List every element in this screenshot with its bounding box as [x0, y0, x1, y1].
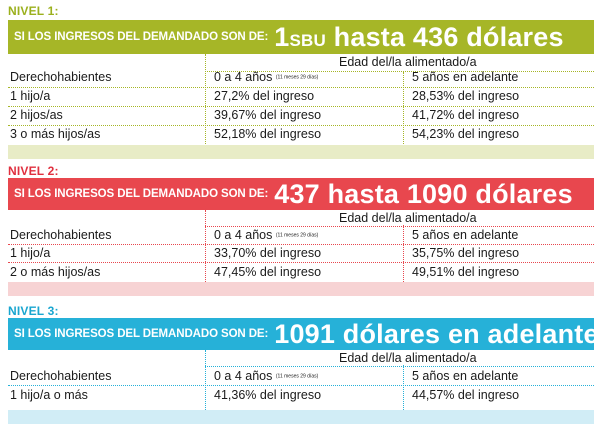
level-2-header-row: Derechohabientes 0 a 4 años (11 meses 29…	[8, 226, 594, 244]
table-row: 2 hijos/as 39,67% del ingreso 41,72% del…	[8, 106, 594, 124]
level-1-banner-label: SI LOS INGRESOS DEL DEMANDADO SON DE:	[14, 31, 269, 43]
level-2-age-header: Edad del/la alimentado/a	[339, 211, 477, 225]
row-value-0-4: 33,70% del ingreso	[214, 246, 322, 260]
level-3-footer-band	[8, 410, 594, 424]
level-1-banner-range: 1SBU hasta 436 dólares	[274, 22, 563, 53]
table-row: 2 o más hijos/as 47,45% del ingreso 49,5…	[8, 263, 594, 281]
level-2-footer-band	[8, 282, 594, 296]
level-3-divider-v2	[403, 365, 404, 410]
level-2-section: NIVEL 2: SI LOS INGRESOS DEL DEMANDADO S…	[8, 162, 594, 298]
level-1-title: NIVEL 1:	[8, 4, 59, 18]
level-1-section: NIVEL 1: SI LOS INGRESOS DEL DEMANDADO S…	[8, 0, 594, 160]
level-2-banner: SI LOS INGRESOS DEL DEMANDADO SON DE: 43…	[8, 178, 594, 210]
row-value-5plus: 44,57% del ingreso	[412, 388, 520, 402]
level-3-divider-v1	[205, 350, 206, 410]
level-3-col-0-4-note: (11 meses 29 días)	[275, 373, 319, 380]
level-1-divider-h1	[8, 87, 594, 88]
table-row: 1 hijo/a 27,2% del ingreso 28,53% del in…	[8, 87, 594, 105]
level-1-banner: SI LOS INGRESOS DEL DEMANDADO SON DE: 1S…	[8, 20, 594, 54]
level-1-col-derechohabientes: Derechohabientes	[10, 70, 112, 84]
row-value-0-4: 47,45% del ingreso	[214, 265, 322, 279]
row-value-0-4: 41,36% del ingreso	[214, 388, 322, 402]
level-1-divider-h0	[205, 71, 594, 72]
level-2-col-0-4: 0 a 4 años (11 meses 29 días)	[214, 226, 318, 245]
level-1-age-header: Edad del/la alimentado/a	[339, 55, 477, 69]
row-value-5plus: 35,75% del ingreso	[412, 246, 520, 260]
table-row: 1 hijo/a o más 41,36% del ingreso 44,57%…	[8, 386, 594, 404]
level-1-col-0-4: 0 a 4 años (11 meses 29 días)	[214, 68, 318, 87]
level-2-divider-v1	[205, 210, 206, 282]
level-3-banner-range: 1091 dólares en adelante	[274, 318, 594, 349]
row-label: 2 hijos/as	[10, 108, 63, 122]
level-1-col-5plus: 5 años en adelante	[412, 70, 519, 84]
level-3-col-5plus: 5 años en adelante	[412, 369, 519, 383]
level-2-banner-label: SI LOS INGRESOS DEL DEMANDADO SON DE:	[14, 188, 269, 200]
level-1-divider-h2	[8, 106, 594, 107]
level-2-title: NIVEL 2:	[8, 164, 59, 178]
level-1-col-0-4-note: (11 meses 29 días)	[275, 74, 319, 81]
level-2-col-0-4-label: 0 a 4 años	[214, 228, 273, 242]
level-1-divider-v2	[403, 72, 404, 146]
level-1-divider-h3	[8, 125, 594, 126]
row-label: 3 o más hijos/as	[10, 127, 101, 141]
row-value-0-4: 27,2% del ingreso	[214, 89, 315, 103]
level-3-col-0-4-label: 0 a 4 años	[214, 369, 273, 383]
level-2-col-derechohabientes: Derechohabientes	[10, 228, 112, 242]
level-3-col-derechohabientes: Derechohabientes	[10, 369, 112, 383]
row-value-5plus: 28,53% del ingreso	[412, 89, 520, 103]
level-3-divider-h0	[205, 366, 594, 367]
level-3-divider-h1	[8, 385, 594, 386]
row-value-0-4: 39,67% del ingreso	[214, 108, 322, 122]
level-3-title: NIVEL 3:	[8, 304, 59, 318]
level-2-divider-h1	[8, 244, 594, 245]
level-1-footer-band	[8, 145, 594, 159]
level-1-header-row: Derechohabientes 0 a 4 años (11 meses 29…	[8, 68, 594, 86]
row-label: 1 hijo/a	[10, 246, 51, 260]
level-3-section: NIVEL 3: SI LOS INGRESOS DEL DEMANDADO S…	[8, 302, 594, 430]
level-2-col-0-4-note: (11 meses 29 días)	[275, 232, 319, 239]
level-1-banner-rest: hasta 436 dólares	[325, 21, 564, 52]
level-3-banner: SI LOS INGRESOS DEL DEMANDADO SON DE: 10…	[8, 318, 594, 350]
level-3-col-0-4: 0 a 4 años (11 meses 29 días)	[214, 367, 318, 386]
row-label: 2 o más hijos/as	[10, 265, 101, 279]
level-3-header-row: Derechohabientes 0 a 4 años (11 meses 29…	[8, 367, 594, 385]
row-label: 1 hijo/a o más	[10, 388, 88, 402]
level-2-divider-h2	[8, 262, 594, 263]
level-3-age-header: Edad del/la alimentado/a	[339, 351, 477, 365]
level-2-divider-h0	[205, 226, 594, 227]
row-label: 1 hijo/a	[10, 89, 51, 103]
row-value-5plus: 41,72% del ingreso	[412, 108, 520, 122]
level-1-col-0-4-label: 0 a 4 años	[214, 70, 273, 84]
row-value-5plus: 49,51% del ingreso	[412, 265, 520, 279]
table-row: 3 o más hijos/as 52,18% del ingreso 54,2…	[8, 125, 594, 143]
table-row: 1 hijo/a 33,70% del ingreso 35,75% del i…	[8, 244, 594, 262]
level-1-divider-v1	[205, 54, 206, 146]
row-value-0-4: 52,18% del ingreso	[214, 127, 322, 141]
level-2-divider-v2	[403, 225, 404, 282]
level-1-banner-prefix: 1	[274, 21, 290, 52]
level-3-banner-label: SI LOS INGRESOS DEL DEMANDADO SON DE:	[14, 328, 269, 340]
level-2-banner-range: 437 hasta 1090 dólares	[274, 178, 573, 209]
level-2-col-5plus: 5 años en adelante	[412, 228, 519, 242]
row-value-5plus: 54,23% del ingreso	[412, 127, 520, 141]
level-1-banner-sbu: SBU	[289, 30, 326, 50]
